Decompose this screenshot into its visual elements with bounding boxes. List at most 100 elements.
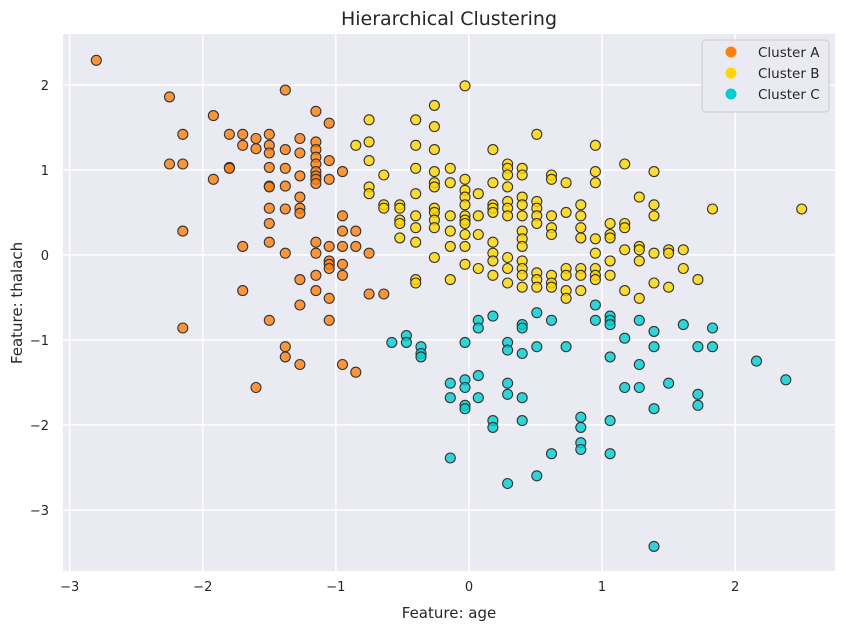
data-point — [223, 128, 235, 140]
data-point — [263, 202, 275, 214]
data-point — [394, 202, 406, 214]
data-point — [250, 143, 262, 155]
data-point — [237, 285, 249, 297]
data-point — [472, 188, 484, 200]
data-point — [459, 381, 471, 394]
data-point — [575, 210, 587, 222]
data-point — [575, 443, 587, 456]
data-point — [604, 319, 616, 331]
data-point — [428, 99, 440, 111]
data-point — [516, 240, 528, 252]
data-point — [444, 225, 456, 237]
data-point — [487, 177, 499, 189]
data-point — [648, 325, 660, 337]
data-point — [472, 370, 484, 382]
data-point — [90, 54, 102, 66]
data-point — [487, 144, 499, 156]
data-point — [516, 169, 528, 181]
data-point — [294, 358, 306, 371]
data-point — [444, 377, 456, 389]
data-point — [487, 269, 499, 281]
data-point — [350, 139, 362, 151]
data-point — [472, 392, 484, 404]
data-point — [444, 162, 456, 174]
data-point — [378, 202, 390, 214]
data-point — [619, 158, 631, 170]
x-tick-labels: −3 −2 −1 0 1 2 — [60, 580, 739, 595]
data-point — [263, 161, 275, 173]
data-point — [545, 281, 558, 293]
data-point — [589, 233, 601, 245]
legend-marker — [725, 67, 737, 79]
data-point — [619, 222, 631, 234]
data-point — [648, 166, 660, 178]
data-point — [250, 132, 262, 145]
data-point — [279, 162, 291, 174]
data-point — [323, 292, 335, 304]
data-point — [516, 392, 528, 404]
data-point — [648, 403, 660, 415]
data-point — [294, 299, 306, 311]
data-point — [323, 117, 335, 129]
data-point — [323, 173, 335, 185]
data-point — [575, 199, 587, 211]
data-point — [516, 269, 528, 281]
data-point — [604, 351, 616, 363]
data-point — [163, 91, 176, 103]
data-point — [516, 322, 528, 334]
data-point — [531, 281, 543, 293]
data-point — [444, 240, 456, 252]
data-point — [516, 210, 528, 222]
data-point — [410, 210, 422, 222]
data-point — [589, 139, 601, 151]
data-point — [207, 110, 219, 122]
data-point — [263, 181, 275, 193]
data-point — [575, 411, 587, 423]
data-point — [410, 188, 422, 200]
data-point — [363, 188, 375, 200]
x-tick-label: −1 — [326, 580, 345, 595]
data-point — [207, 173, 219, 185]
data-point — [177, 225, 189, 237]
data-point — [619, 244, 631, 256]
data-point — [648, 540, 660, 552]
y-tick-label: −2 — [30, 419, 49, 434]
data-point — [279, 203, 291, 215]
data-point — [648, 247, 660, 259]
data-point — [516, 281, 528, 293]
data-point — [604, 217, 616, 230]
data-point — [428, 222, 440, 234]
data-point — [472, 228, 484, 241]
data-point — [502, 377, 514, 389]
data-point — [428, 181, 440, 193]
data-point — [294, 147, 306, 159]
legend-marker — [725, 88, 737, 100]
data-point — [633, 381, 645, 394]
data-point — [237, 128, 249, 140]
data-point — [472, 262, 484, 275]
data-point — [363, 288, 375, 300]
data-point — [545, 228, 558, 241]
data-point — [336, 258, 349, 270]
data-point — [323, 262, 335, 275]
data-point — [444, 274, 456, 286]
data-point — [310, 177, 322, 190]
y-tick-label: 0 — [41, 249, 49, 264]
data-point — [263, 217, 275, 230]
x-tick-label: 2 — [731, 580, 739, 595]
data-point — [428, 166, 440, 178]
data-point — [502, 210, 514, 222]
data-point — [589, 177, 601, 189]
data-point — [706, 341, 719, 353]
data-point — [336, 240, 349, 252]
data-point — [310, 269, 322, 281]
data-point — [560, 177, 572, 189]
data-point — [648, 199, 660, 211]
data-point — [692, 399, 704, 411]
data-point — [589, 314, 601, 326]
data-point — [575, 285, 587, 297]
data-point — [560, 341, 572, 353]
data-point — [323, 155, 335, 167]
data-point — [633, 191, 645, 203]
